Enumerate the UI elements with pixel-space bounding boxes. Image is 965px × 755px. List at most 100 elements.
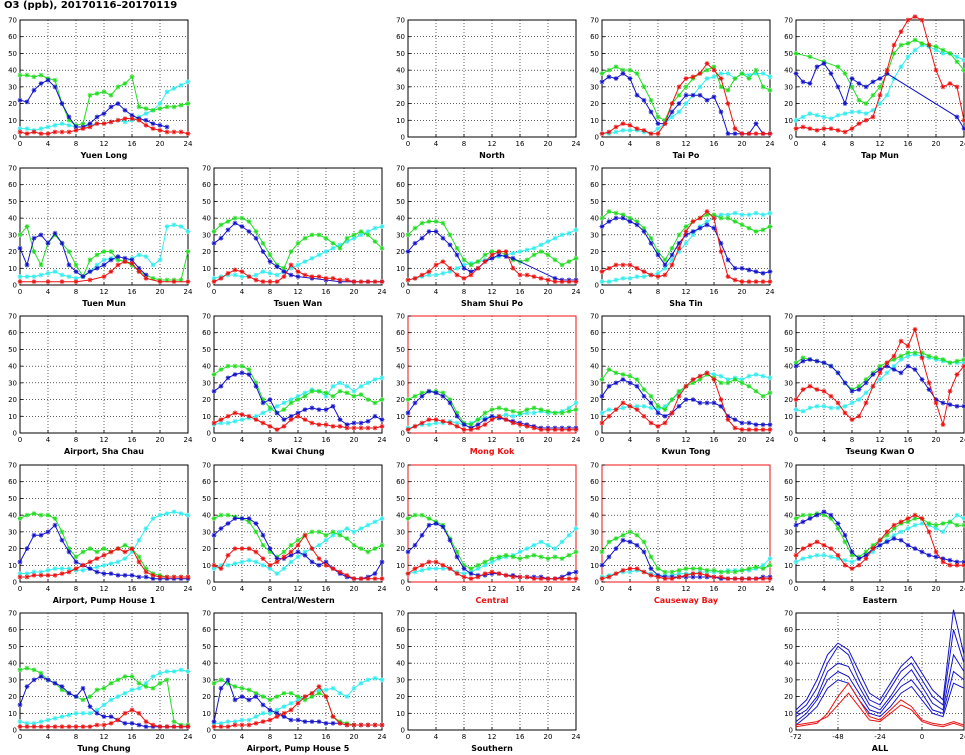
panel-central-x-tick-label: 20 (544, 585, 553, 593)
panel-kwun-tong-point-red (753, 427, 759, 433)
panel-tuen-mun-point-green (115, 257, 121, 263)
panel-tseung-kwan-o-point-blue (849, 388, 855, 394)
panel-tai-po-x-tick-label: 16 (710, 140, 719, 148)
panel-eastern-x-tick-label: 24 (960, 585, 965, 593)
panel-all-y-tick-label: 60 (784, 626, 793, 634)
panel-yuen-long-point-green (143, 106, 149, 111)
panel-kwun-tong-point-green (676, 388, 682, 394)
panel-kwun-tong-point-red (606, 413, 612, 419)
panel-central-western-point-cyan (288, 559, 294, 565)
panel-tai-po-point-green (683, 84, 689, 90)
panel-tung-chung-y-tick-label: 20 (8, 693, 17, 701)
panel-tsuen-wan-point-red (211, 279, 217, 285)
panel-tai-po-point-blue (648, 109, 654, 115)
panel-kwai-chung-point-cyan (260, 410, 266, 416)
panel-central-western-point-blue (288, 552, 294, 558)
panel-tseung-kwan-o-point-red (835, 400, 841, 406)
panel-eastern-point-cyan (807, 554, 813, 560)
panel-sham-shui-po-point-green (573, 255, 579, 261)
panel-tsuen-wan-y-tick-label: 0 (207, 282, 211, 290)
panel-yuen-long-point-blue (94, 114, 100, 120)
panel-yuen-long-point-red (38, 131, 44, 137)
panel-causeway-bay-x-tick-label: 0 (600, 585, 604, 593)
panel-sha-tin-x-tick-label: 4 (628, 288, 633, 296)
panel-kwai-chung-point-cyan (365, 380, 371, 386)
panel-central-point-red (475, 574, 481, 580)
panel-tai-po-y-tick-label: 20 (590, 100, 599, 108)
panel-causeway-bay-point-cyan (767, 556, 773, 561)
panel-airport-pump-house-5-point-green (253, 690, 259, 696)
panel-tap-mun-point-green (863, 101, 869, 106)
panel-airport-pump-house-1-point-red (45, 572, 51, 578)
panel-all-y-tick-label: 70 (784, 610, 793, 618)
panel-sha-tin-point-green (648, 235, 654, 241)
panel-airport-pump-house-1-point-blue (31, 532, 37, 538)
panel-yuen-long-y-tick-label: 30 (8, 83, 17, 91)
panel-airport-pump-house-5-point-cyan (351, 685, 357, 691)
panel-mong-kok-point-red (552, 427, 558, 433)
panel-tung-chung-point-red (101, 722, 107, 728)
panel-tai-po-point-cyan (655, 126, 661, 132)
panel-eastern-point-green (947, 519, 953, 525)
panel-central-western-y-tick-label: 30 (202, 528, 211, 536)
panel-sha-tin-point-red (767, 279, 773, 285)
panel-central-western-point-green (379, 542, 385, 548)
panel-kwai-chung-y-tick-label: 10 (202, 413, 211, 421)
panel-sha-tin-point-cyan (613, 277, 619, 283)
panel-tap-mun-point-red (807, 126, 813, 132)
panel-tseung-kwan-o-point-green (856, 383, 862, 389)
panel-eastern-point-red (877, 537, 883, 543)
panel-airport-pump-house-1-point-cyan (31, 569, 37, 575)
panel-tseung-kwan-o-point-blue (940, 400, 946, 406)
panel-all-line-blue (795, 609, 965, 711)
panel-sha-tin-point-cyan (753, 210, 759, 216)
panel-yuen-long-point-red (157, 127, 163, 133)
panel-kwai-chung-point-red (337, 423, 343, 429)
panel-yuen-long-point-blue (143, 117, 149, 123)
panel-mong-kok-point-cyan (454, 420, 460, 426)
panel-causeway-bay-point-red (767, 576, 773, 582)
panel-central-point-red (454, 571, 460, 577)
panel-tai-po-point-cyan (697, 84, 703, 90)
panel-eastern-point-cyan (919, 521, 925, 526)
panel-kwun-tong-point-blue (620, 377, 626, 382)
panel-tseung-kwan-o-point-cyan (793, 407, 799, 412)
panel-tseung-kwan-o-point-blue (877, 367, 883, 372)
panel-sha-tin-title: Sha Tin (669, 299, 703, 308)
panel-tseung-kwan-o-title: Tseung Kwan O (846, 447, 915, 456)
panel-tung-chung-point-cyan (164, 669, 170, 674)
panel-tsuen-wan-point-red (253, 277, 259, 283)
panel-tap-mun-point-blue (884, 71, 890, 76)
panel-airport-pump-house-5-point-red (253, 720, 259, 726)
panel-central-point-green (552, 554, 558, 560)
panel-tseung-kwan-o-point-red (821, 388, 827, 394)
panel-eastern-point-red (961, 562, 965, 568)
panel-tsuen-wan-point-red (309, 274, 315, 280)
panel-sha-tin-series-cyan (602, 212, 771, 283)
panel-tseung-kwan-o-y-tick-label: 70 (784, 313, 793, 321)
panel-sha-tin-point-red (711, 215, 717, 221)
panel-mong-kok-x-tick-label: 4 (434, 436, 439, 444)
panel-tsuen-wan-point-blue (253, 235, 259, 241)
panel-tai-po-y-tick-label: 0 (595, 134, 599, 142)
panel-tseung-kwan-o-x-tick-label: 16 (904, 436, 913, 444)
panel-eastern-y-tick-label: 50 (784, 495, 793, 503)
panel-tung-chung-point-cyan (38, 719, 44, 725)
panel-tai-po-point-green (739, 71, 745, 76)
panel-central-western-point-cyan (260, 562, 266, 568)
panel-kwai-chung-point-red (358, 425, 364, 431)
panel-tung-chung-point-blue (122, 720, 128, 726)
panel-sha-tin-point-green (718, 215, 724, 221)
panel-tsuen-wan-point-blue (288, 272, 294, 278)
panel-kwun-tong-point-green (690, 380, 696, 386)
panel-kwai-chung-x-tick-label: 12 (294, 436, 303, 444)
panel-tseung-kwan-o-point-red (814, 387, 820, 392)
panel-central-x-tick-label: 0 (406, 585, 410, 593)
panel-tap-mun-point-cyan (835, 112, 841, 118)
panel-airport-pump-house-5-point-blue (323, 720, 329, 726)
panel-eastern-point-green (961, 522, 965, 528)
panel-yuen-long-x-tick-label: 24 (184, 140, 193, 148)
panel-tung-chung-point-red (164, 724, 170, 730)
